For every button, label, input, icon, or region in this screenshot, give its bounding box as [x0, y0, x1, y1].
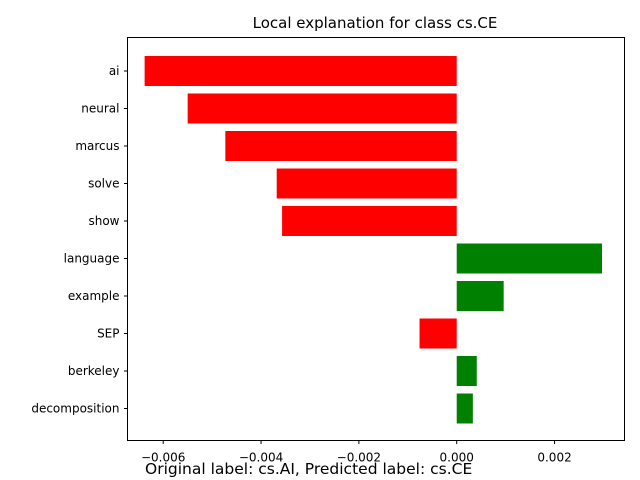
y-tick-label-decomposition: decomposition — [31, 402, 119, 416]
y-tick-label-sep: SEP — [97, 327, 119, 341]
y-tick-label-marcus: marcus — [75, 139, 119, 153]
y-tick-label-language: language — [64, 252, 120, 266]
y-tick-label-solve: solve — [88, 177, 119, 191]
bar-marcus — [225, 131, 457, 161]
bar-neural — [187, 93, 457, 124]
bars-group — [144, 56, 602, 424]
y-tick-label-neural: neural — [81, 102, 119, 116]
x-axis: −0.006 −0.004 −0.002 0.000 0.002 — [141, 440, 572, 465]
bar-berkeley — [456, 356, 477, 386]
x-tick-label-0: −0.006 — [141, 451, 185, 465]
x-tick-label-3: 0.000 — [440, 451, 474, 465]
y-tick-label-example: example — [68, 289, 120, 303]
x-tick-label-4: 0.002 — [537, 451, 571, 465]
y-axis: ai neural marcus solve show language example SE… — [31, 64, 128, 416]
bar-language — [456, 243, 602, 274]
chart-caption: Original label: cs.AI, Predicted label: … — [145, 460, 472, 478]
bar-example — [456, 281, 504, 311]
bar-decomposition — [456, 393, 473, 424]
x-tick-label-2: −0.002 — [337, 451, 381, 465]
plot-frame — [127, 37, 625, 441]
x-tick-label-1: −0.004 — [239, 451, 283, 465]
y-tick-label-ai: ai — [109, 64, 120, 78]
y-tick-label-show: show — [88, 214, 119, 228]
chart-title: Local explanation for class cs.CE — [253, 14, 498, 32]
bar-solve — [276, 168, 457, 199]
bar-ai — [144, 56, 457, 86]
y-tick-label-berkeley: berkeley — [68, 364, 120, 378]
bar-sep — [419, 318, 457, 349]
bar-show — [282, 206, 457, 236]
